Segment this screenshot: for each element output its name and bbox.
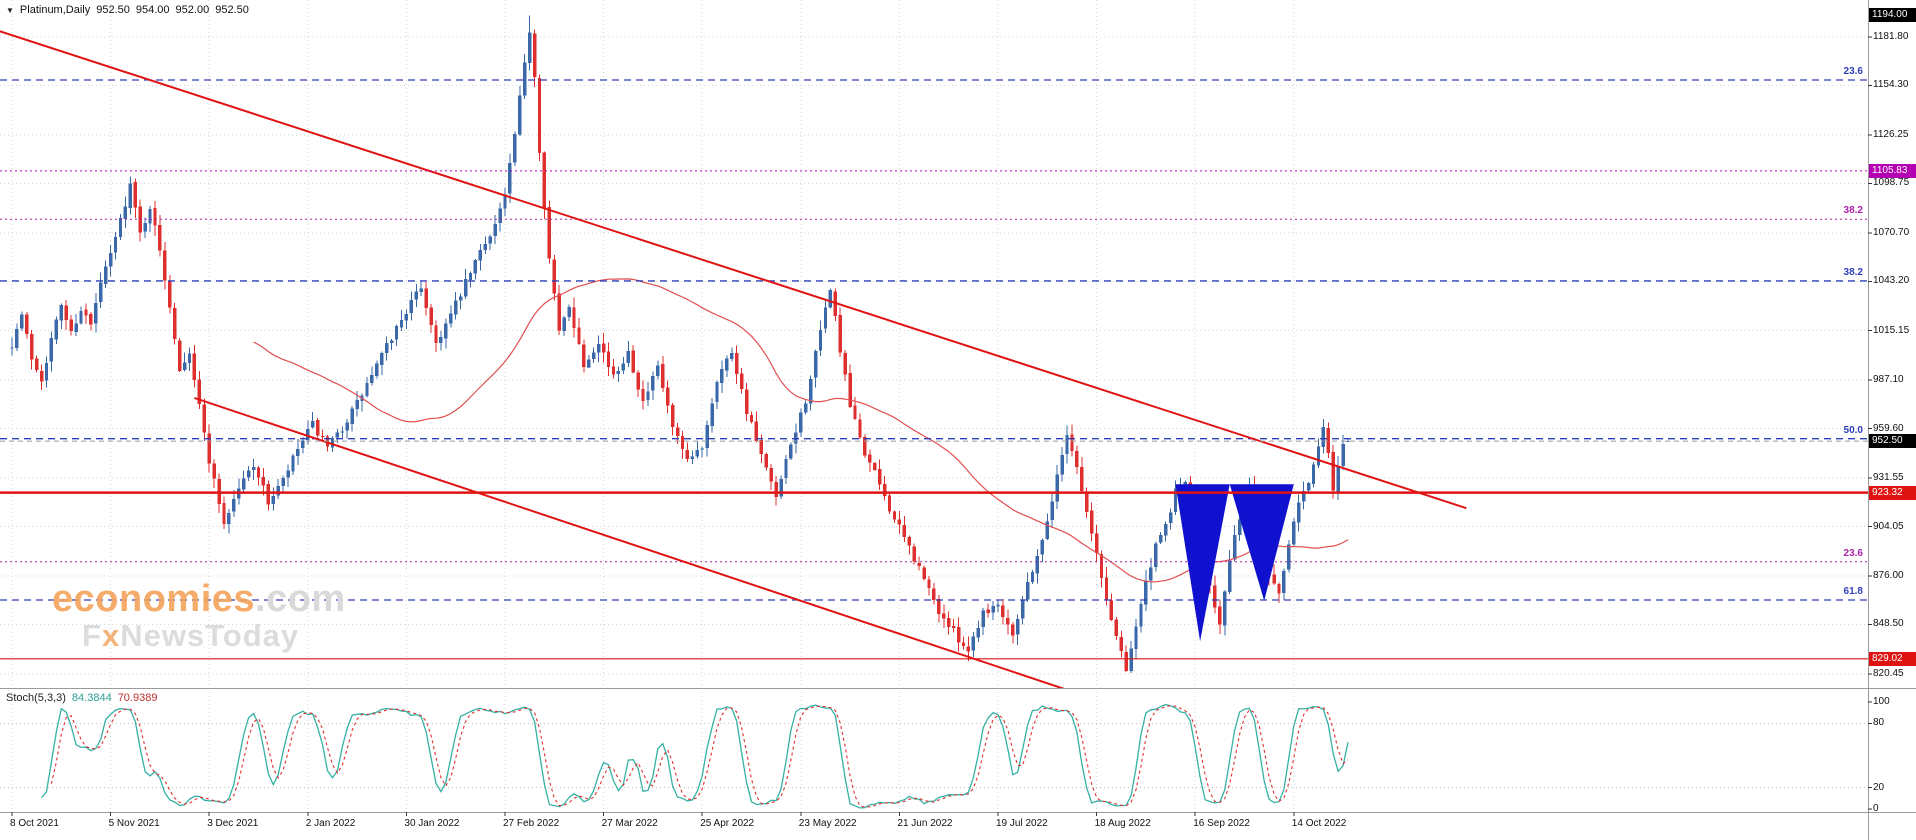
- ohlc-high: 954.00: [135, 4, 170, 16]
- watermark-subtitle: FxNewsToday: [82, 617, 300, 653]
- watermark-brand: economies.com: [52, 578, 346, 620]
- watermark: economies.com FxNewsToday: [52, 578, 346, 653]
- stoch-d-value: 70.9389: [117, 692, 158, 704]
- stoch-indicator-label: Stoch(5,3,3) 84.3844 70.9389: [6, 692, 157, 704]
- symbol-period-label: Platinum,Daily: [19, 4, 91, 16]
- chart-marker-icon: ▼: [6, 6, 14, 15]
- ohlc-close: 952.50: [215, 4, 249, 16]
- symbol-ohlc-overlay: ▼ Platinum,Daily 952.50 954.00 952.00 952.50: [6, 4, 255, 16]
- ohlc-open: 952.50: [96, 4, 130, 16]
- stoch-k-value: 84.3844: [71, 692, 112, 704]
- ohlc-low: 952.00: [175, 4, 210, 16]
- stoch-name: Stoch(5,3,3): [6, 692, 66, 704]
